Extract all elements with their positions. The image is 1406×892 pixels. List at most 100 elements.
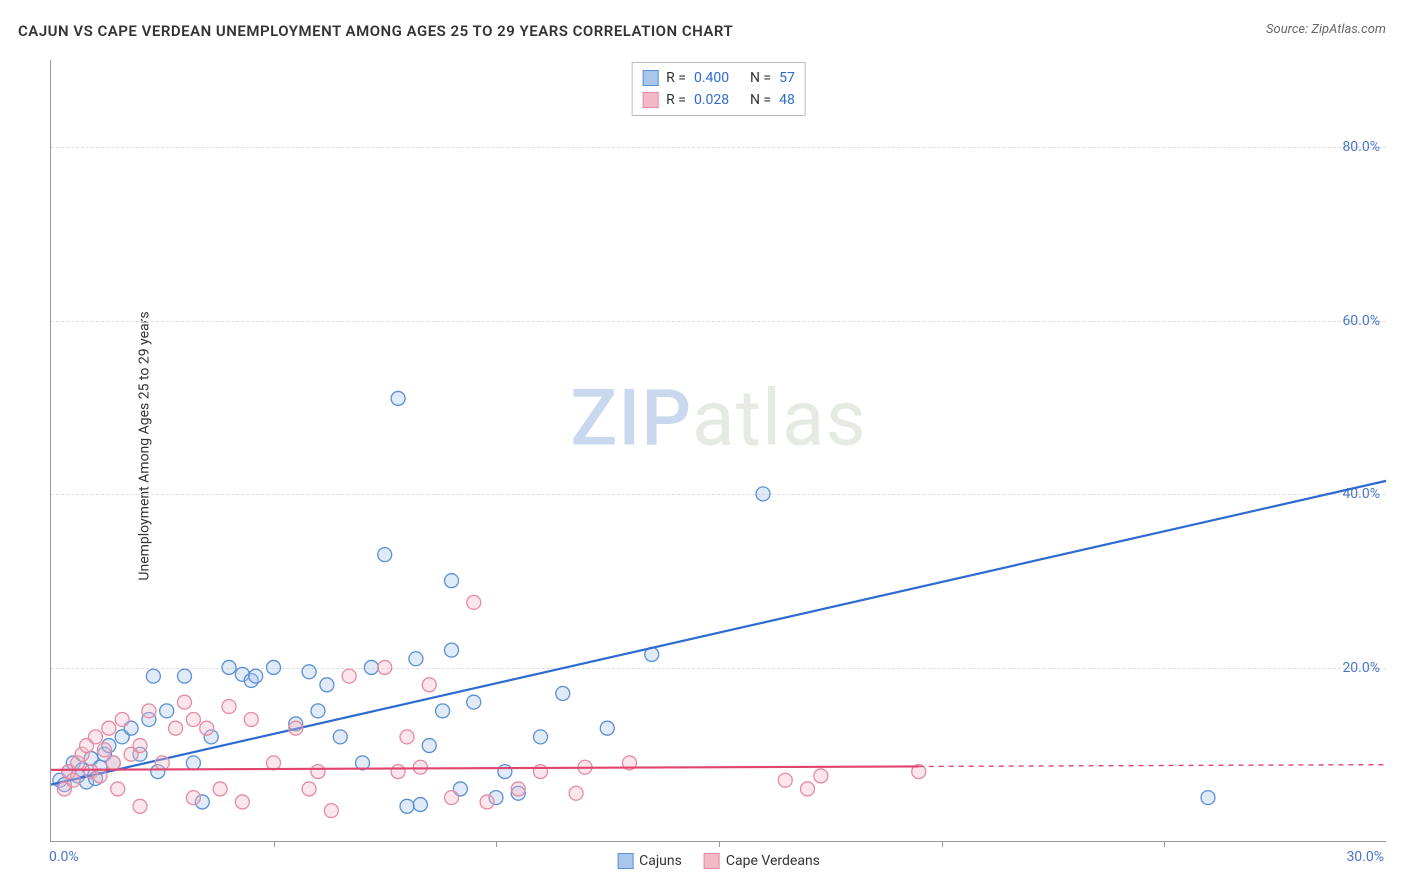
trendline xyxy=(51,766,919,769)
data-point xyxy=(142,704,156,718)
data-point xyxy=(302,782,316,796)
data-point xyxy=(235,795,249,809)
data-point xyxy=(186,791,200,805)
data-point xyxy=(498,765,512,779)
data-point xyxy=(814,769,828,783)
data-point xyxy=(111,782,125,796)
data-point xyxy=(413,798,427,812)
series-legend: Cajuns Cape Verdeans xyxy=(617,853,820,869)
data-point xyxy=(106,756,120,770)
data-point xyxy=(600,721,614,735)
data-point xyxy=(133,799,147,813)
data-point xyxy=(186,713,200,727)
data-point xyxy=(89,730,103,744)
data-point xyxy=(289,721,303,735)
data-point xyxy=(133,739,147,753)
scatter-plot xyxy=(51,60,1386,841)
data-point xyxy=(391,391,405,405)
data-point xyxy=(267,660,281,674)
correlation-legend: R = 0.400 N = 57 R = 0.028 N = 48 xyxy=(631,62,806,116)
x-tick xyxy=(1164,841,1165,847)
x-axis-max-label: 30.0% xyxy=(1346,849,1384,865)
plot-area: ZIPatlas 20.0%40.0%60.0%80.0% R =0.400N … xyxy=(50,60,1386,842)
trendline-extrapolated xyxy=(919,765,1386,767)
data-point xyxy=(409,652,423,666)
n-label: N = xyxy=(750,67,771,89)
data-point xyxy=(311,704,325,718)
source-attribution: Source: ZipAtlas.com xyxy=(1266,22,1386,37)
legend-row: R = 0.400 N = 57 xyxy=(642,67,795,89)
legend-row: R = 0.028 N = 48 xyxy=(642,89,795,111)
data-point xyxy=(146,669,160,683)
legend-swatch xyxy=(642,70,658,86)
data-point xyxy=(1201,791,1215,805)
r-value: 0.400 xyxy=(694,67,742,89)
data-point xyxy=(511,782,525,796)
chart-title: CAJUN VS CAPE VERDEAN UNEMPLOYMENT AMONG… xyxy=(18,22,733,40)
data-point xyxy=(186,756,200,770)
data-point xyxy=(320,678,334,692)
data-point xyxy=(178,695,192,709)
data-point xyxy=(244,713,258,727)
x-axis-origin-label: 0.0% xyxy=(49,849,79,865)
data-point xyxy=(378,660,392,674)
data-point xyxy=(324,804,338,818)
legend-label: Cajuns xyxy=(639,853,682,869)
data-point xyxy=(778,773,792,787)
data-point xyxy=(436,704,450,718)
data-point xyxy=(93,769,107,783)
data-point xyxy=(102,721,116,735)
data-point xyxy=(534,765,548,779)
data-point xyxy=(169,721,183,735)
data-point xyxy=(66,773,80,787)
r-label: R = xyxy=(666,67,686,89)
legend-item: Cajuns xyxy=(617,853,682,869)
data-point xyxy=(311,765,325,779)
data-point xyxy=(422,678,436,692)
x-tick xyxy=(496,841,497,847)
data-point xyxy=(756,487,770,501)
data-point xyxy=(400,730,414,744)
data-point xyxy=(249,669,263,683)
data-point xyxy=(534,730,548,744)
data-point xyxy=(222,660,236,674)
data-point xyxy=(160,704,174,718)
data-point xyxy=(97,743,111,757)
x-tick xyxy=(942,841,943,847)
data-point xyxy=(222,700,236,714)
legend-item: Cape Verdeans xyxy=(704,853,820,869)
data-point xyxy=(422,739,436,753)
x-tick xyxy=(274,841,275,847)
data-point xyxy=(445,574,459,588)
legend-swatch xyxy=(617,853,633,869)
data-point xyxy=(467,695,481,709)
data-point xyxy=(391,765,405,779)
data-point xyxy=(480,795,494,809)
data-point xyxy=(333,730,347,744)
data-point xyxy=(556,686,570,700)
data-point xyxy=(801,782,815,796)
data-point xyxy=(445,643,459,657)
data-point xyxy=(400,799,414,813)
n-label: N = xyxy=(750,89,771,111)
legend-label: Cape Verdeans xyxy=(726,853,820,869)
data-point xyxy=(413,760,427,774)
n-value: 57 xyxy=(779,67,795,89)
legend-swatch xyxy=(704,853,720,869)
data-point xyxy=(378,548,392,562)
r-value: 0.028 xyxy=(694,89,742,111)
data-point xyxy=(342,669,356,683)
data-point xyxy=(115,713,129,727)
legend-swatch xyxy=(642,92,658,108)
data-point xyxy=(213,782,227,796)
data-point xyxy=(200,721,214,735)
data-point xyxy=(445,791,459,805)
r-label: R = xyxy=(666,89,686,111)
n-value: 48 xyxy=(779,89,795,111)
data-point xyxy=(155,756,169,770)
trendline xyxy=(51,481,1386,785)
data-point xyxy=(267,756,281,770)
data-point xyxy=(178,669,192,683)
data-point xyxy=(364,660,378,674)
x-tick xyxy=(719,841,720,847)
